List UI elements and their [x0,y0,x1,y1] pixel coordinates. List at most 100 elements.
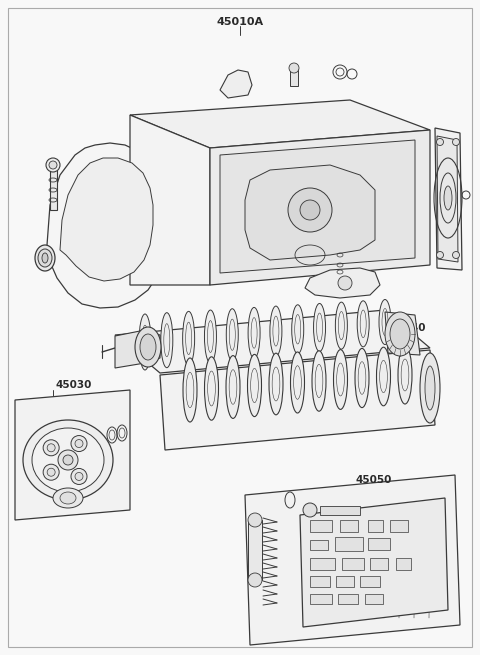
Polygon shape [437,136,458,262]
Polygon shape [385,312,420,355]
Ellipse shape [204,310,216,363]
Ellipse shape [226,309,238,361]
Circle shape [47,444,55,452]
Ellipse shape [182,311,194,365]
Ellipse shape [38,249,52,267]
Polygon shape [60,158,153,281]
Circle shape [63,455,73,465]
Bar [310,558,335,570]
Polygon shape [47,143,168,308]
Ellipse shape [292,305,304,354]
Polygon shape [160,350,435,450]
Bar [368,520,383,532]
Bar [336,576,354,587]
Bar [342,558,364,570]
Polygon shape [435,128,462,270]
Ellipse shape [226,356,240,419]
Ellipse shape [135,327,161,367]
Circle shape [75,440,83,447]
Ellipse shape [390,319,410,349]
Ellipse shape [248,354,262,417]
Ellipse shape [139,314,151,370]
Polygon shape [210,130,430,285]
Circle shape [436,138,444,145]
Bar [338,594,358,604]
Circle shape [46,158,60,172]
Ellipse shape [290,352,304,413]
Ellipse shape [35,245,55,271]
Circle shape [303,503,317,517]
Ellipse shape [248,573,262,587]
Polygon shape [130,115,210,285]
Polygon shape [130,100,430,148]
Circle shape [47,468,55,476]
Circle shape [453,138,459,145]
Bar [360,576,380,587]
Polygon shape [115,330,160,368]
Ellipse shape [161,312,173,367]
Circle shape [58,450,78,470]
Polygon shape [245,475,460,645]
Text: 45040: 45040 [390,323,427,333]
Bar [368,538,390,550]
Bar [390,520,408,532]
Ellipse shape [60,492,76,504]
Ellipse shape [398,346,412,404]
Ellipse shape [289,63,299,73]
Ellipse shape [53,488,83,508]
Bar [320,506,360,515]
Ellipse shape [376,347,391,406]
Bar [370,558,388,570]
Text: 45010A: 45010A [216,17,264,27]
Bar [310,576,330,587]
Ellipse shape [444,186,452,210]
Circle shape [43,440,59,456]
Ellipse shape [336,302,348,349]
Ellipse shape [183,358,197,422]
Ellipse shape [357,301,369,346]
Polygon shape [220,70,252,98]
Circle shape [43,464,59,480]
Ellipse shape [42,253,48,263]
Bar [290,68,298,86]
Ellipse shape [355,348,369,407]
Ellipse shape [140,334,156,360]
Polygon shape [220,140,415,273]
Polygon shape [115,310,430,373]
Ellipse shape [32,428,104,492]
Bar [50,165,57,210]
Circle shape [71,468,87,485]
Ellipse shape [312,351,326,411]
Polygon shape [15,390,130,520]
Circle shape [71,436,87,451]
Bar [365,594,383,604]
Text: 45050: 45050 [355,475,391,485]
Bar [310,594,332,604]
Circle shape [300,200,320,220]
Ellipse shape [204,357,218,421]
Circle shape [75,472,83,481]
Ellipse shape [334,350,348,409]
Ellipse shape [420,353,440,423]
Ellipse shape [385,312,415,356]
Circle shape [288,188,332,232]
Ellipse shape [248,307,260,358]
Ellipse shape [425,366,435,410]
Ellipse shape [270,306,282,356]
Text: 45030: 45030 [55,380,91,390]
Polygon shape [245,165,375,260]
Ellipse shape [23,420,113,500]
Bar [310,520,332,532]
Circle shape [436,252,444,259]
Circle shape [338,276,352,290]
Bar [396,558,411,570]
Ellipse shape [269,353,283,415]
Circle shape [49,161,57,169]
Ellipse shape [313,303,325,352]
Bar [248,520,262,580]
Bar [335,537,363,551]
Circle shape [453,252,459,259]
Bar [310,540,328,550]
Polygon shape [305,268,380,298]
Polygon shape [300,498,448,627]
